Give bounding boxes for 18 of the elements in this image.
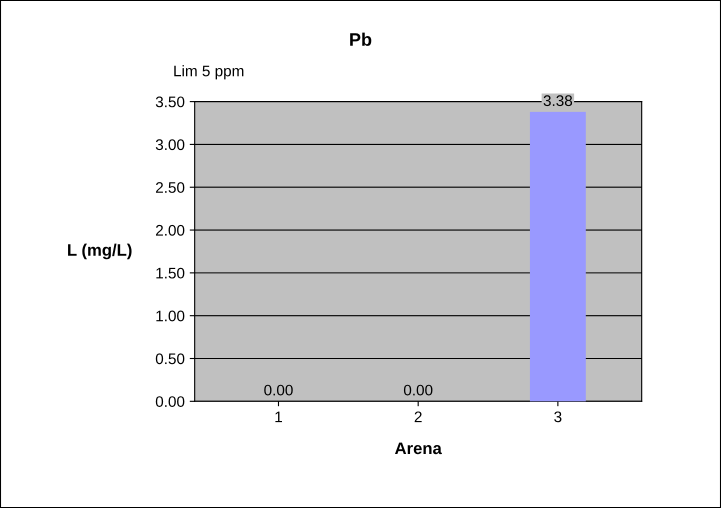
x-tick-label: 1 [275, 412, 282, 422]
y-tick-label: 0.50 [156, 353, 184, 364]
data-label: 0.00 [404, 384, 432, 396]
y-tick-label: 1.00 [156, 310, 184, 322]
y-tick-label: 3.50 [156, 96, 184, 108]
y-axis-title: L (mg/L) [68, 244, 132, 260]
x-tick-label: 3 [554, 411, 562, 422]
y-tick-label: 3.00 [156, 139, 184, 150]
data-label: 0.00 [264, 384, 293, 396]
x-tick-label: 2 [414, 411, 422, 422]
y-tick-label: 0.00 [156, 396, 184, 408]
y-tick-label: 2.50 [156, 182, 184, 193]
y-tick-label: 1.50 [156, 268, 184, 279]
text: Lim 5 ppm [174, 65, 244, 80]
y-tick-label: 2.00 [156, 224, 184, 236]
chart-title: Pb [350, 32, 372, 46]
data-label: 3.38 [544, 95, 572, 106]
x-axis-title: Arena [394, 442, 442, 454]
